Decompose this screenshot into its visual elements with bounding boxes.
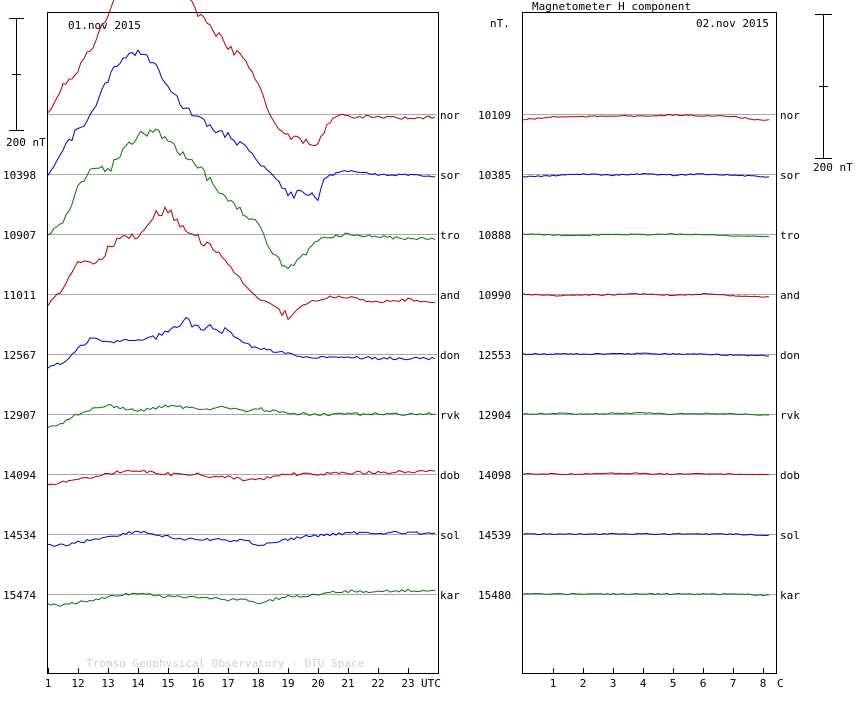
station-label: rvk xyxy=(780,409,800,422)
x-tick-label: 16 xyxy=(191,677,204,690)
x-tick-label: 6 xyxy=(700,677,707,690)
c-label: C xyxy=(777,677,784,690)
trace-tro xyxy=(522,232,770,238)
x-tick-label: 20 xyxy=(311,677,324,690)
x-tick-label: 22 xyxy=(371,677,384,690)
station-label: tro xyxy=(440,229,460,242)
baseline-value: 11011 xyxy=(3,289,36,302)
baseline-value: 10888 xyxy=(478,229,511,242)
station-label: dob xyxy=(440,469,460,482)
left-panel-frame xyxy=(47,12,439,674)
station-label: kar xyxy=(440,589,460,602)
station-label: don xyxy=(440,349,460,362)
right-scale-bar xyxy=(815,14,832,159)
left-scale-label: 200 nT xyxy=(6,136,46,149)
station-label: and xyxy=(780,289,800,302)
right-date-label: 02.nov 2015 xyxy=(696,17,769,30)
trace-dob xyxy=(522,472,769,476)
baseline-value: 12907 xyxy=(3,409,36,422)
trace-kar xyxy=(522,592,770,597)
unit-label: nT. xyxy=(490,17,510,30)
trace-dob xyxy=(47,469,436,486)
station-label: dob xyxy=(780,469,800,482)
station-label: sol xyxy=(440,529,460,542)
trace-sor xyxy=(47,49,436,202)
x-tick-label: 15 xyxy=(161,677,174,690)
baseline-value: 10907 xyxy=(3,229,36,242)
trace-don xyxy=(47,316,436,369)
baseline-value: 12567 xyxy=(3,349,36,362)
x-tick-label: 1 xyxy=(550,677,557,690)
x-tick-label: 14 xyxy=(131,677,145,690)
baseline-value: 15474 xyxy=(3,589,36,602)
baseline-value: 14094 xyxy=(3,469,36,482)
station-label: sol xyxy=(780,529,800,542)
baseline-value: 12553 xyxy=(478,349,511,362)
x-tick-label: 4 xyxy=(640,677,647,690)
trace-rvk xyxy=(522,411,770,416)
trace-tro xyxy=(47,128,436,270)
station-label: nor xyxy=(440,109,460,122)
x-tick-label: 7 xyxy=(730,677,737,690)
x-tick-label: 1 xyxy=(45,677,52,690)
x-tick-label: 5 xyxy=(670,677,677,690)
chart-title: Magnetometer H component xyxy=(532,0,691,13)
station-label: don xyxy=(780,349,800,362)
trace-sor xyxy=(522,172,770,178)
x-tick-label: 23 xyxy=(401,677,414,690)
station-label: kar xyxy=(780,589,800,602)
x-tick-label: 3 xyxy=(610,677,617,690)
right-scale-label: 200 nT xyxy=(813,161,853,174)
station-label: sor xyxy=(440,169,460,182)
station-label: sor xyxy=(780,169,800,182)
left-scale-bar xyxy=(9,18,24,131)
trace-and xyxy=(47,205,436,321)
baseline-value: 14098 xyxy=(478,469,511,482)
trace-nor xyxy=(522,114,770,121)
station-label: rvk xyxy=(440,409,460,422)
left-date-label: 01.nov 2015 xyxy=(68,19,141,32)
right-panel-frame xyxy=(522,12,777,674)
station-label: and xyxy=(440,289,460,302)
trace-sol xyxy=(522,532,770,537)
baseline-value: 12904 xyxy=(478,409,511,422)
trace-kar xyxy=(47,588,436,607)
trace-sol xyxy=(47,530,436,547)
x-tick-label: 2 xyxy=(580,677,587,690)
trace-don xyxy=(522,352,770,357)
x-tick-label: 21 xyxy=(341,677,354,690)
x-tick-label: 13 xyxy=(101,677,114,690)
station-label: tro xyxy=(780,229,800,242)
x-tick-label: 17 xyxy=(221,677,234,690)
x-tick-label: 19 xyxy=(281,677,294,690)
baseline-value: 14539 xyxy=(478,529,511,542)
baseline-value: 14534 xyxy=(3,529,36,542)
x-tick-label: 12 xyxy=(71,677,84,690)
trace-rvk xyxy=(47,404,436,429)
x-tick-label: 18 xyxy=(251,677,264,690)
baseline-value: 15480 xyxy=(478,589,511,602)
watermark: Tromso Geophysical Observatory - DTU Spa… xyxy=(86,657,364,670)
utc-label: UTC xyxy=(421,677,441,690)
x-tick-label: 8 xyxy=(760,677,767,690)
trace-and xyxy=(522,292,769,298)
baseline-value: 10990 xyxy=(478,289,511,302)
baseline-value: 10398 xyxy=(3,169,36,182)
trace-nor xyxy=(47,0,436,147)
baseline-value: 10109 xyxy=(478,109,511,122)
station-label: nor xyxy=(780,109,800,122)
baseline-value: 10385 xyxy=(478,169,511,182)
